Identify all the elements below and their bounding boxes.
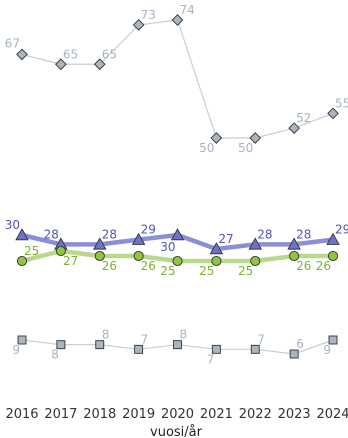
data-label: 27	[218, 232, 233, 246]
data-label: 7	[257, 332, 265, 346]
x-tick-label: 2017	[44, 407, 77, 422]
data-point-triangle	[15, 228, 29, 241]
data-point-triangle	[326, 232, 340, 245]
data-label: 9	[12, 343, 20, 357]
x-tick-label: 2021	[200, 407, 233, 422]
x-tick-label: 2022	[239, 407, 272, 422]
data-point-square	[289, 349, 299, 359]
data-label: 26	[296, 259, 311, 273]
data-label: 28	[44, 227, 59, 241]
data-point-triangle	[92, 237, 107, 250]
data-point-square	[134, 344, 144, 354]
data-point-diamond	[93, 58, 106, 71]
data-label: 65	[102, 47, 117, 61]
data-point-square	[95, 340, 105, 350]
x-tick-label: 2023	[278, 407, 311, 422]
data-label: 8	[180, 328, 188, 342]
data-label: 26	[316, 259, 331, 273]
data-label: 74	[180, 3, 195, 17]
data-label: 26	[102, 259, 117, 273]
data-point-triangle	[287, 237, 301, 250]
data-label: 8	[102, 328, 110, 342]
data-label: 6	[296, 337, 304, 351]
data-label: 30	[160, 240, 175, 254]
data-label: 8	[51, 348, 59, 362]
data-label: 25	[160, 264, 175, 278]
data-point-circle	[211, 255, 222, 267]
data-label: 9	[323, 343, 331, 357]
data-point-triangle	[248, 237, 263, 250]
data-point-circle	[172, 255, 183, 267]
data-label: 27	[63, 254, 78, 268]
data-point-square	[328, 335, 338, 345]
data-point-diamond	[16, 48, 28, 61]
data-point-diamond	[249, 132, 262, 144]
data-label: 67	[5, 36, 20, 50]
x-tick-label: 2024	[316, 407, 348, 422]
data-label: 52	[296, 111, 311, 125]
data-point-diamond	[171, 14, 184, 26]
data-label: 28	[257, 227, 272, 241]
data-label: 65	[63, 47, 78, 61]
data-point-square	[173, 340, 182, 350]
data-point-square	[211, 344, 221, 354]
data-label: 25	[24, 244, 39, 258]
data-label: 28	[296, 227, 311, 241]
data-point-circle	[16, 255, 28, 267]
x-axis-label: vuosi/år	[150, 425, 203, 438]
data-label: 7	[141, 332, 149, 346]
data-label: 73	[141, 8, 156, 22]
x-tick-labels: 2016 2017 2018 2019 2020 2021 2022 2023 2024	[5, 407, 348, 422]
data-point-circle	[289, 250, 300, 262]
data-point-triangle	[170, 228, 185, 241]
data-label: 29	[335, 223, 348, 237]
data-point-diamond	[288, 122, 300, 135]
data-point-square	[17, 335, 27, 345]
data-label: 55	[335, 96, 348, 110]
data-label: 29	[141, 223, 156, 237]
data-point-diamond	[132, 19, 145, 31]
data-point-circle	[327, 250, 339, 262]
data-point-triangle	[209, 242, 224, 255]
x-tick-label: 2018	[83, 407, 116, 422]
data-point-square	[56, 340, 66, 350]
series-lines	[21, 19, 334, 355]
data-point-circle	[55, 245, 66, 257]
data-label: 26	[141, 259, 156, 273]
series-line-diamond	[21, 19, 334, 139]
x-tick-label: 2016	[5, 407, 38, 422]
data-point-triangle	[131, 232, 146, 245]
data-label: 50	[199, 141, 214, 155]
data-label: 50	[238, 141, 253, 155]
x-tick-label: 2019	[122, 407, 155, 422]
data-label: 25	[199, 264, 214, 278]
data-label: 25	[238, 264, 253, 278]
data-label: 28	[102, 227, 117, 241]
data-point-diamond	[55, 58, 67, 71]
x-tick-label: 2020	[161, 407, 194, 422]
data-point-square	[250, 344, 260, 354]
data-point-diamond	[210, 132, 223, 144]
data-point-circle	[133, 250, 144, 262]
data-point-circle	[94, 250, 105, 262]
data-label: 7	[207, 352, 215, 366]
data-label: 30	[5, 218, 20, 232]
data-point-diamond	[327, 107, 339, 120]
series-markers	[15, 14, 340, 359]
data-point-circle	[250, 255, 261, 267]
